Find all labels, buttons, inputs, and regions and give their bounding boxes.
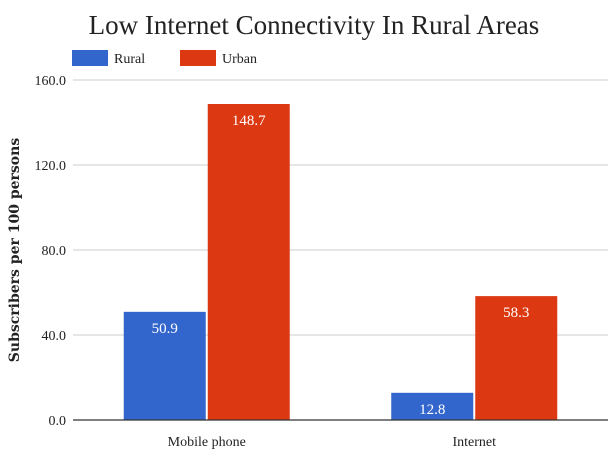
legend-swatch-urban: [180, 50, 216, 66]
bar-value-label: 58.3: [503, 305, 529, 321]
x-tick-label: Internet: [452, 435, 496, 450]
y-tick-label: 160.0: [35, 74, 67, 89]
x-tick-label: Mobile phone: [168, 435, 246, 450]
bar-rural-mobile-phone: [123, 311, 206, 420]
bar-value-label: 50.9: [152, 321, 178, 337]
y-axis-ticks: 0.0 40.0 80.0 120.0 160.0: [35, 74, 67, 429]
bar-labels: 50.9 148.7 12.8 58.3: [152, 113, 530, 418]
bar-value-label: 148.7: [232, 113, 266, 129]
legend-swatch-rural: [72, 50, 108, 66]
bar-value-label: 12.8: [419, 402, 445, 418]
bar-rural-internet: [391, 392, 474, 420]
y-tick-label: 120.0: [35, 159, 67, 174]
bars: [123, 104, 558, 420]
chart-title: Low Internet Connectivity In Rural Areas: [89, 10, 540, 40]
legend: Rural Urban: [72, 50, 257, 67]
bar-urban-mobile-phone: [207, 104, 290, 420]
y-tick-label: 0.0: [49, 414, 67, 429]
x-axis-ticks: Mobile phone Internet: [168, 435, 496, 450]
y-tick-label: 80.0: [42, 244, 67, 259]
legend-label-urban: Urban: [222, 52, 257, 67]
y-axis-label: Subscribers per 100 persons: [7, 138, 23, 363]
legend-label-rural: Rural: [114, 52, 145, 67]
bar-urban-internet: [475, 296, 558, 420]
y-tick-label: 40.0: [42, 329, 67, 344]
